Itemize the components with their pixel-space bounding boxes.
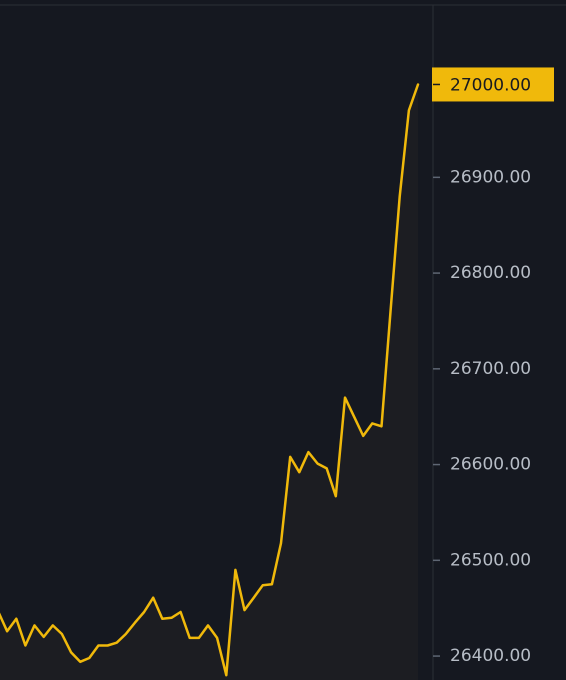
y-tick-label: 26500.00 — [450, 550, 531, 570]
y-tick-label: 26800.00 — [450, 263, 531, 283]
price-series-line — [0, 83, 420, 677]
y-tick-label: 26900.00 — [450, 167, 531, 187]
last-price-tag: 27000.00 — [432, 67, 554, 102]
y-tick-label: 26700.00 — [450, 359, 531, 379]
last-price-tag-background — [432, 67, 554, 102]
y-tick-label: 26600.00 — [450, 455, 531, 475]
y-axis-ticks: 26400.00 26500.00 26600.00 26700.00 26800.00… — [433, 167, 531, 666]
price-area-fill — [0, 84, 418, 680]
y-tick-label: 26400.00 — [450, 646, 531, 666]
last-price-tag-label: 27000.00 — [450, 75, 531, 95]
